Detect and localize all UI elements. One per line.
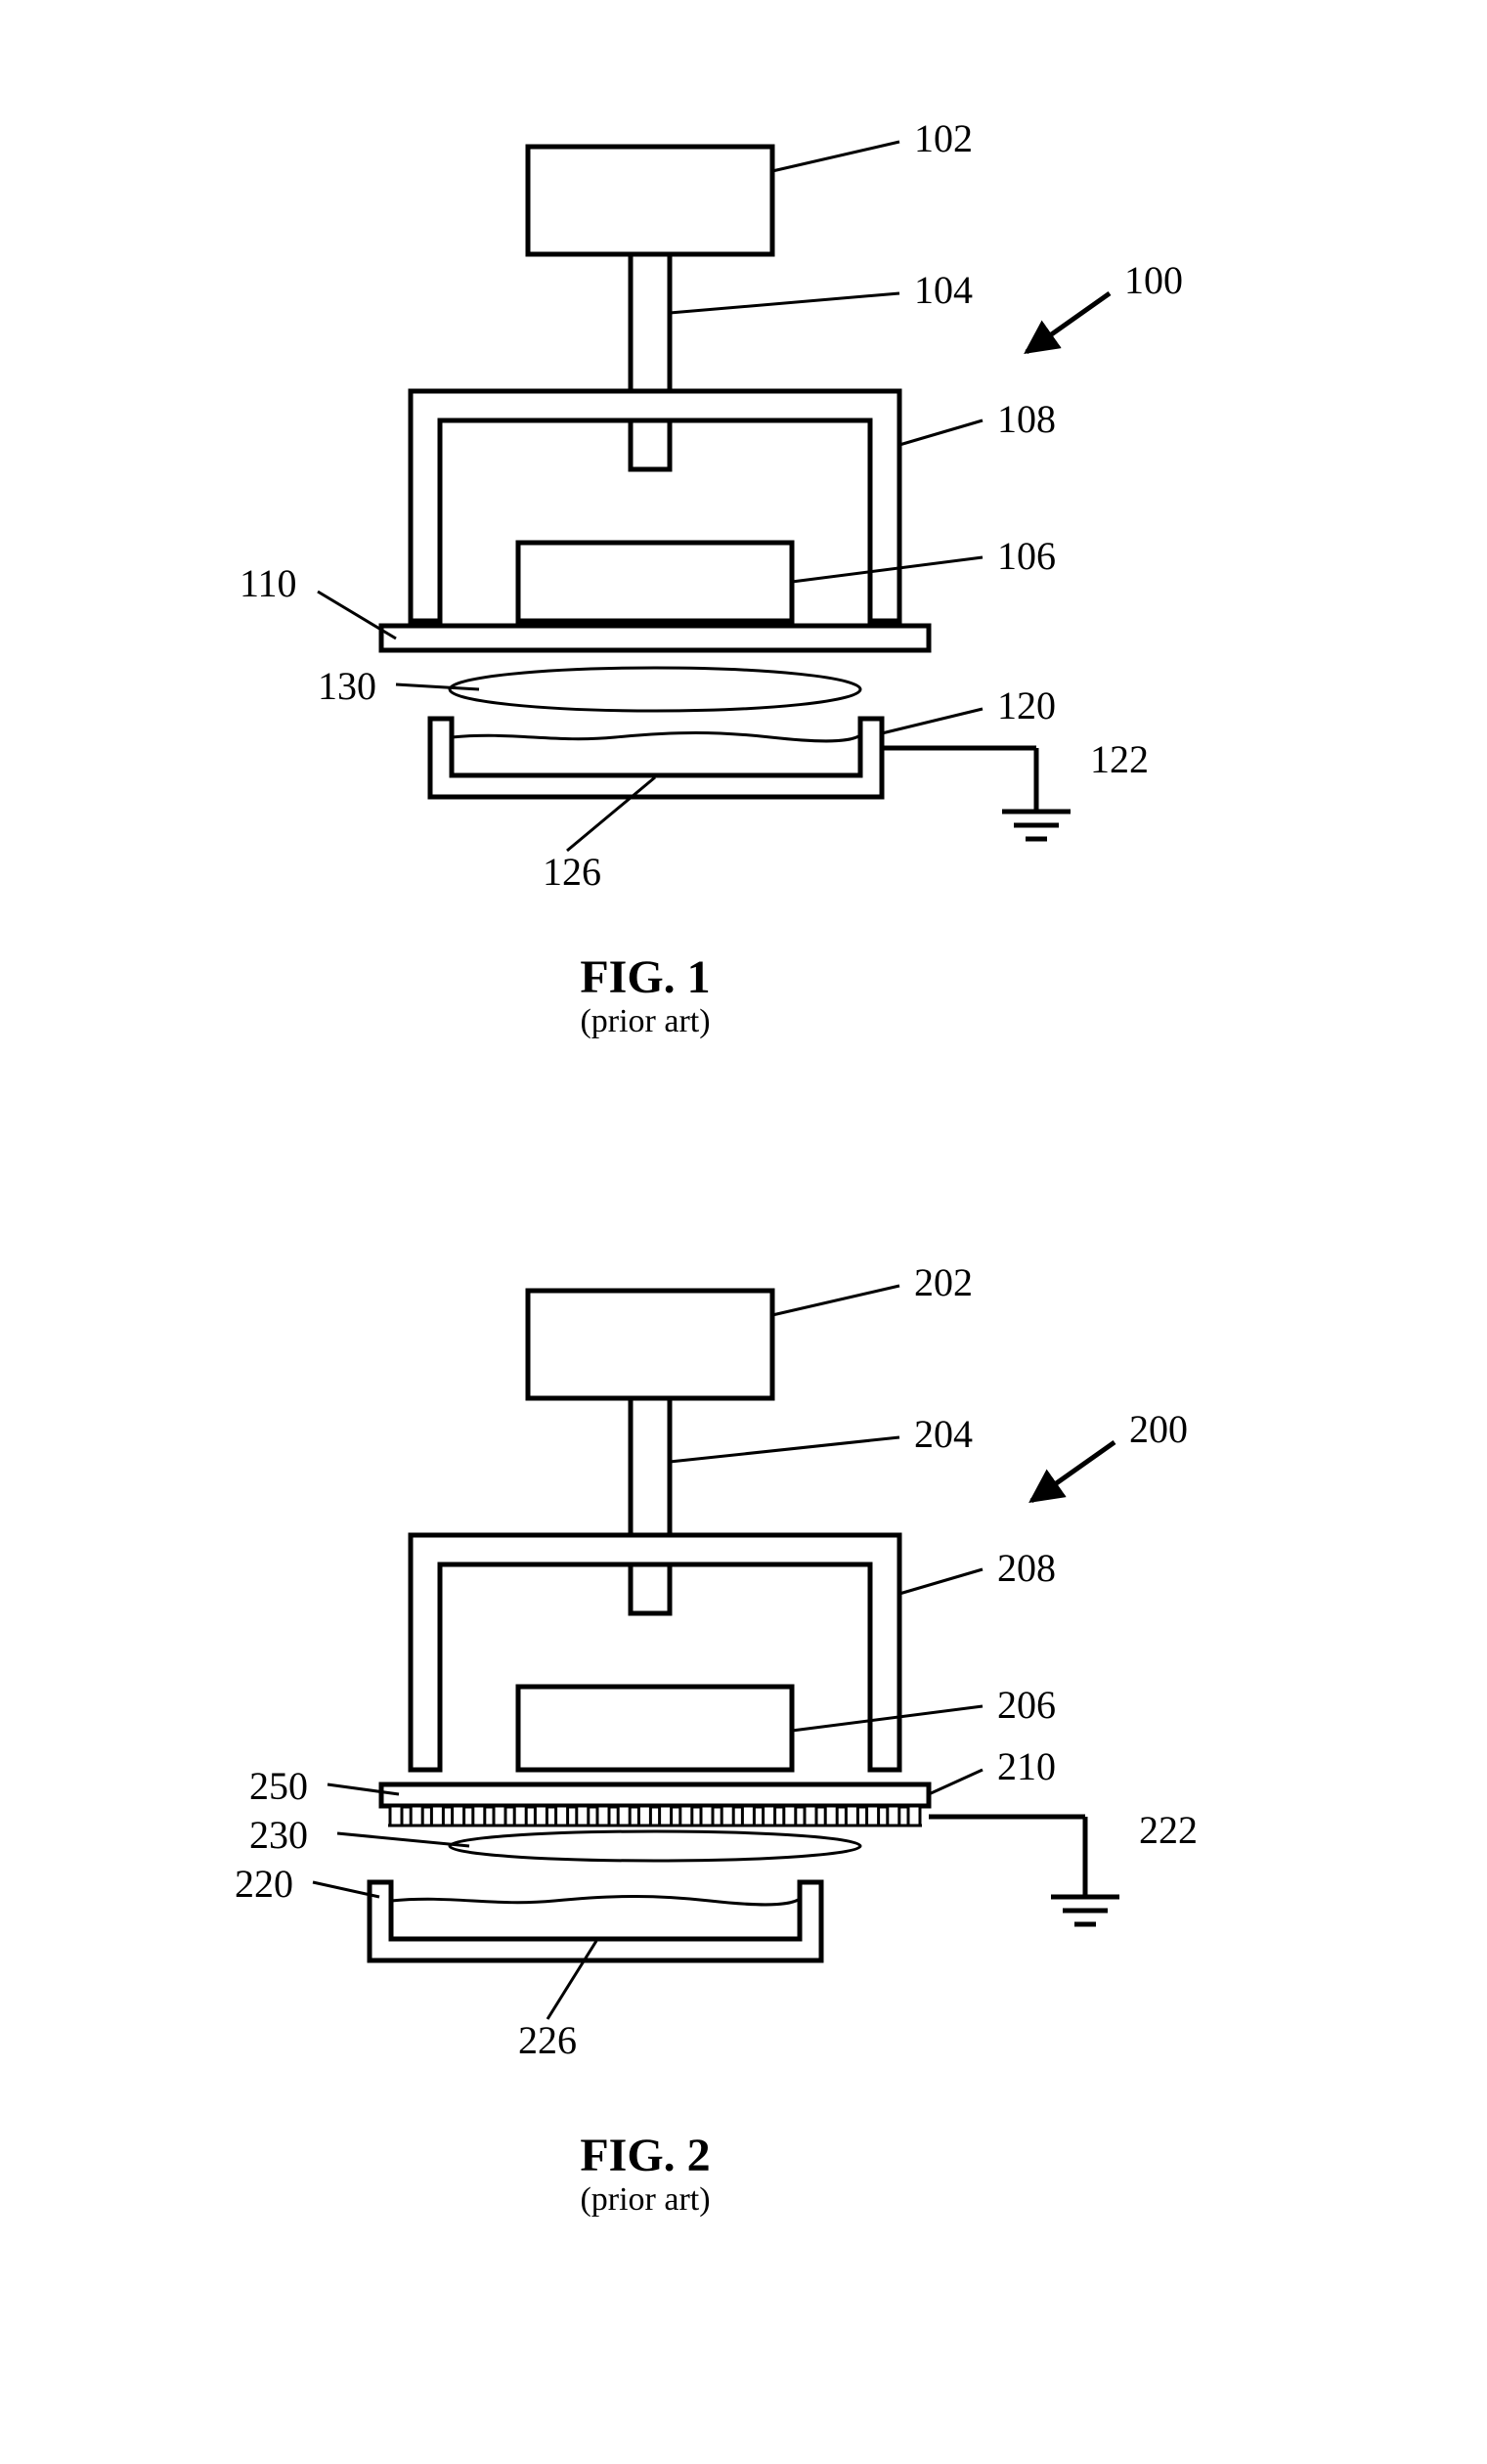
fig-2: 202 204 200 208 206 210 250 230 220 222 226 FIG. 2(… [235, 1260, 1198, 2218]
label-220: 220 [235, 1862, 293, 1906]
fig2-inner-box [518, 1687, 792, 1770]
label-202: 202 [914, 1260, 973, 1304]
label-106: 106 [997, 534, 1056, 578]
label-130: 130 [318, 664, 376, 708]
fig2-plate [381, 1784, 929, 1806]
label-110: 110 [240, 561, 297, 605]
fig2-plasma-ellipse [450, 1831, 860, 1861]
fig2-pointer-arrow [1031, 1442, 1115, 1501]
label-230: 230 [249, 1813, 308, 1857]
label-120: 120 [997, 683, 1056, 727]
label-100: 100 [1124, 258, 1183, 302]
fig1-subtitle: (prior art) [580, 1003, 710, 1039]
fig1-title: FIG. 1 [580, 951, 710, 1003]
label-208: 208 [997, 1546, 1056, 1590]
label-206: 206 [997, 1683, 1056, 1727]
fig1-shaft [631, 254, 670, 469]
fig1-plate [381, 626, 929, 650]
fig1-plasma-ellipse [450, 668, 860, 711]
label-210: 210 [997, 1744, 1056, 1788]
label-250: 250 [249, 1764, 308, 1808]
fig2-subtitle: (prior art) [580, 2181, 710, 2218]
fig1-pointer-arrow [1027, 293, 1110, 352]
label-104: 104 [914, 268, 973, 312]
label-204: 204 [914, 1412, 973, 1456]
label-122: 122 [1090, 737, 1149, 781]
fig1-top-box [528, 147, 772, 254]
label-200: 200 [1129, 1407, 1188, 1451]
fig2-shaft [631, 1398, 670, 1613]
label-222: 222 [1139, 1808, 1198, 1852]
label-226: 226 [518, 2018, 577, 2062]
label-108: 108 [997, 397, 1056, 441]
fig1-inner-box [518, 543, 792, 621]
fig2-title: FIG. 2 [580, 2130, 710, 2181]
fig2-top-box [528, 1291, 772, 1398]
label-102: 102 [914, 116, 973, 160]
fig-1: 102 104 100 108 106 110 130 120 122 126 FIG. 1(pri… [240, 116, 1183, 1039]
label-126: 126 [543, 850, 601, 894]
